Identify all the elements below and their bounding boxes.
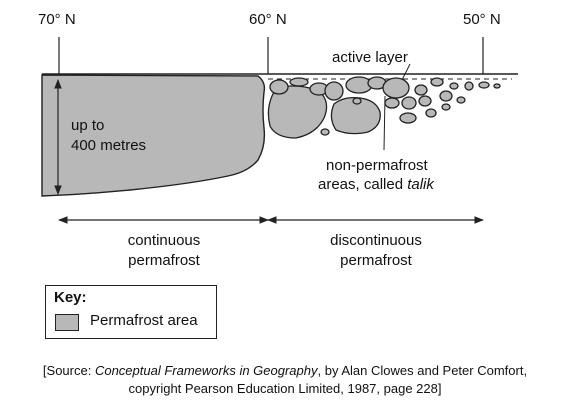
patch xyxy=(399,112,417,124)
depth-label-line2: 400 metres xyxy=(71,137,147,154)
active-layer-label: active layer xyxy=(332,49,408,66)
active-layer-pointer xyxy=(401,63,411,81)
latitude-label-70: 70° N xyxy=(38,11,76,28)
talik-term: talik xyxy=(407,176,434,193)
patch xyxy=(425,108,437,118)
key-box: Key: Permafrost area xyxy=(45,285,217,339)
key-swatch-permafrost xyxy=(55,314,79,331)
talik-label-line2: areas, called talik xyxy=(318,175,434,194)
discontinuous-label-line2: permafrost xyxy=(340,252,412,269)
source-prefix: [Source: xyxy=(42,363,95,378)
patch xyxy=(441,103,451,111)
source-line1: [Source: Conceptual Frameworks in Geogra… xyxy=(0,362,570,380)
patch xyxy=(414,84,428,96)
continuous-label-line2: permafrost xyxy=(128,252,200,269)
source-book-title: Conceptual Frameworks in Geography xyxy=(94,363,318,378)
patch xyxy=(456,96,466,104)
patch xyxy=(464,81,474,91)
patch xyxy=(320,128,330,136)
patch xyxy=(478,81,490,89)
patch xyxy=(401,96,417,110)
discontinuous-label-line1: discontinuous xyxy=(330,232,422,249)
key-title: Key: xyxy=(54,289,87,306)
patch xyxy=(382,77,410,99)
patch xyxy=(324,81,344,101)
continuous-label-line1: continuous xyxy=(127,232,201,249)
patch xyxy=(439,90,453,102)
patch xyxy=(267,85,328,139)
latitude-label-50: 50° N xyxy=(463,11,501,28)
patch xyxy=(352,97,362,105)
patch xyxy=(449,82,459,90)
depth-label-line1: up to xyxy=(71,117,105,134)
talik-pointer xyxy=(383,95,386,151)
patch xyxy=(418,95,432,107)
key-item-label: Permafrost area xyxy=(90,312,198,329)
talik-label-line1: non-permafrost xyxy=(326,157,428,174)
continuous-permafrost-area xyxy=(41,74,266,197)
source-line2: copyright Pearson Education Limited, 198… xyxy=(128,381,442,396)
discontinuous-permafrost-patches xyxy=(267,76,501,139)
source-citation: [Source: Conceptual Frameworks in Geogra… xyxy=(0,362,570,398)
talik-label-prefix: areas, called xyxy=(318,176,408,193)
patch xyxy=(269,79,289,95)
patch xyxy=(289,77,309,87)
patch xyxy=(384,97,400,109)
latitude-label-60: 60° N xyxy=(249,11,287,28)
patch xyxy=(430,77,444,87)
patch xyxy=(493,83,501,89)
source-authors: , by Alan Clowes and Peter Comfort, xyxy=(317,363,528,378)
